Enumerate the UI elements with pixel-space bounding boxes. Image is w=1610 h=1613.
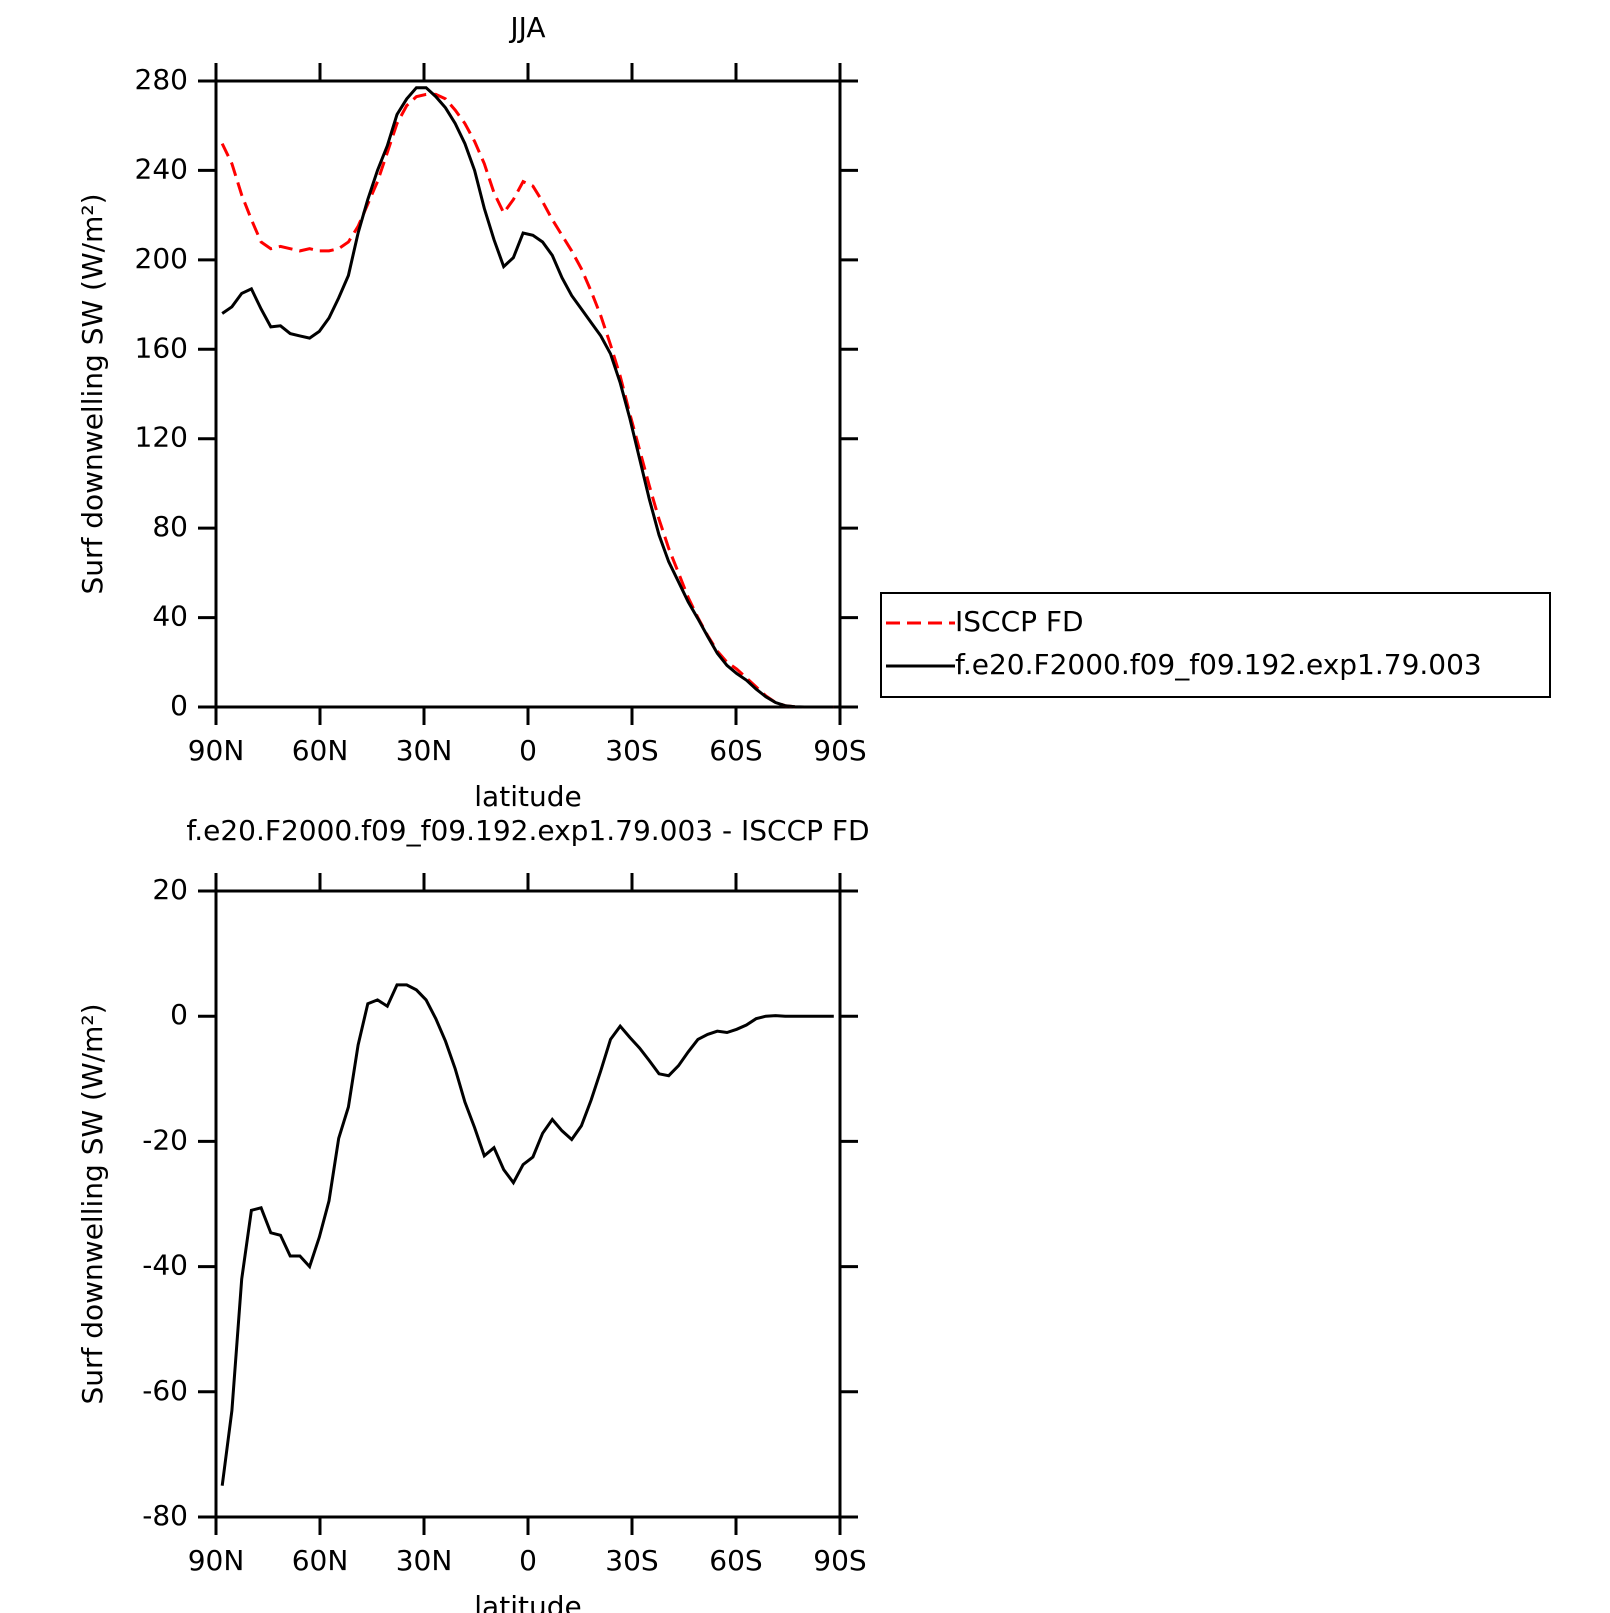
y-tick-label: -20: [142, 1123, 188, 1156]
legend-label: ISCCP FD: [955, 605, 1084, 638]
data-line: [221, 86, 834, 709]
chart-title: f.e20.F2000.f09_f09.192.exp1.79.003 - IS…: [186, 814, 869, 847]
plot-frame: [214, 79, 842, 709]
x-tick-label: 0: [519, 1544, 537, 1577]
y-tick-label: 200: [135, 242, 188, 275]
data-line: [220, 92, 834, 709]
x-tick-label: 30N: [396, 1544, 453, 1577]
legend-box: [880, 592, 1551, 698]
x-tick-label: 90N: [188, 1544, 245, 1577]
x-tick-label: 90N: [188, 734, 245, 767]
y-axis-label: Surf downwelling SW (W/m²): [76, 1003, 109, 1404]
y-tick-label: -80: [142, 1499, 188, 1532]
y-tick-label: 160: [135, 331, 188, 364]
x-tick-label: 60N: [292, 1544, 349, 1577]
y-tick-label: -60: [142, 1374, 188, 1407]
x-tick-label: 60S: [709, 1544, 762, 1577]
data-line: [220, 983, 834, 1486]
chart-title: JJA: [508, 11, 545, 44]
plot-frame: [214, 889, 842, 1519]
x-axis-label: latitude: [474, 780, 581, 813]
y-tick-label: 20: [152, 873, 188, 906]
y-tick-label: 120: [135, 421, 188, 454]
x-tick-label: 30N: [396, 734, 453, 767]
y-tick-label: 40: [152, 600, 188, 633]
y-tick-label: 240: [135, 152, 188, 185]
x-tick-label: 30S: [605, 1544, 658, 1577]
legend-label: f.e20.F2000.f09_f09.192.exp1.79.003: [955, 648, 1482, 681]
x-tick-label: 90S: [813, 1544, 866, 1577]
x-tick-label: 30S: [605, 734, 658, 767]
x-axis-label: latitude: [474, 1590, 581, 1613]
x-tick-label: 60S: [709, 734, 762, 767]
y-tick-label: 0: [170, 689, 188, 722]
y-axis-label: Surf downwelling SW (W/m²): [76, 193, 109, 594]
y-tick-label: -40: [142, 1249, 188, 1282]
y-tick-label: 280: [135, 63, 188, 96]
y-tick-label: 0: [170, 998, 188, 1031]
x-tick-label: 60N: [292, 734, 349, 767]
x-tick-label: 90S: [813, 734, 866, 767]
y-tick-label: 80: [152, 510, 188, 543]
x-tick-label: 0: [519, 734, 537, 767]
